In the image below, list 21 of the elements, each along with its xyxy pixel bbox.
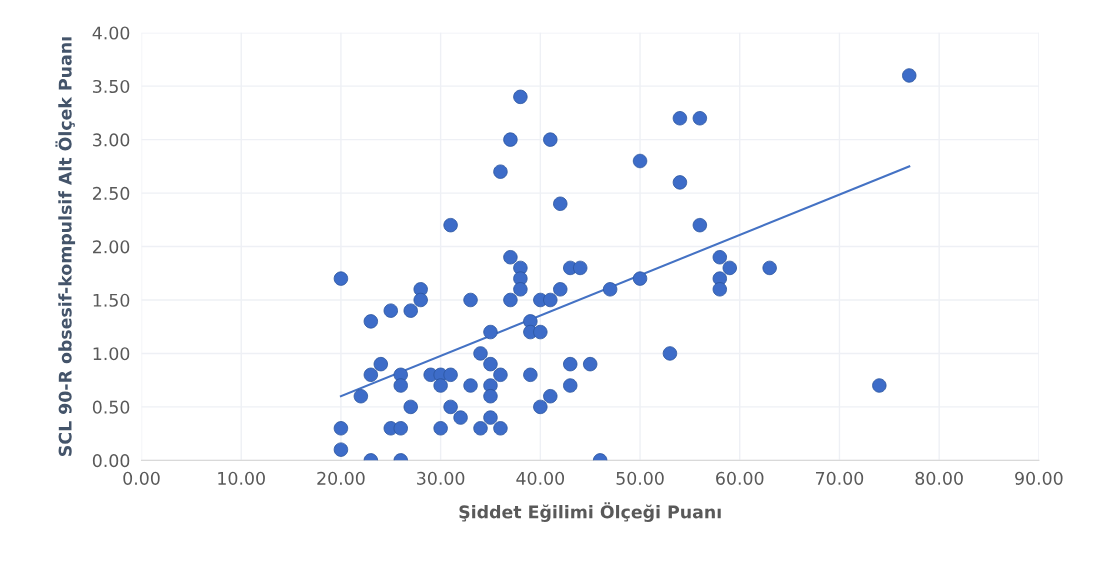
y-tick-label: 2.50 [93,186,130,200]
x-tick-label: 50.00 [616,471,664,485]
y-tick-label: 4.00 [92,26,130,40]
y-tick-label: 3.00 [93,133,130,147]
x-tick-label: 0.00 [123,471,160,485]
x-tick-label: 90.00 [1015,471,1063,485]
x-tick-label: 40.00 [516,471,565,485]
x-tick-label: 20.00 [317,471,365,485]
x-tick-label: 80.00 [915,471,963,485]
y-tick-label: 3.50 [93,79,130,94]
y-tick-label: 1.50 [93,293,130,307]
x-tick-label: 60.00 [716,471,764,485]
x-tick-label: 30.00 [417,471,465,485]
x-axis-title: Şiddet Eğilimi Ölçeği Puanı [459,502,721,522]
y-tick-label: 2.00 [93,240,130,254]
y-tick-label: 1.00 [93,347,130,361]
y-axis-title: SCL 90-R obsesif-kompulsif Alt Ölçek Puanı [55,37,76,456]
y-tick-label: 0.50 [92,400,130,414]
y-tick-label: 0.00 [92,454,130,468]
x-tick-label: 70.00 [816,471,864,485]
x-tick-label: 10.00 [218,471,265,485]
